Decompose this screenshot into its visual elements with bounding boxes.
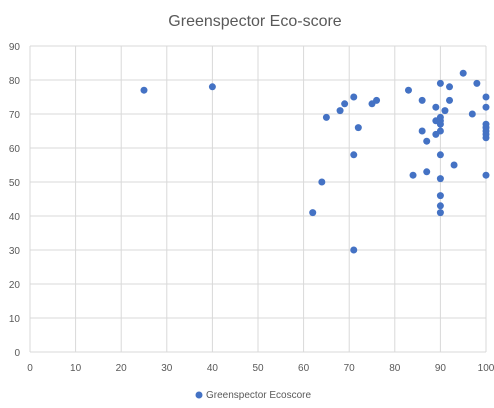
data-point <box>473 79 481 87</box>
data-point <box>418 127 426 135</box>
data-point <box>436 151 444 159</box>
data-point <box>140 86 148 94</box>
y-tick-label: 70 <box>9 110 21 121</box>
data-point <box>341 100 349 108</box>
legend: Greenspector Ecoscore <box>195 390 311 401</box>
y-tick-label: 30 <box>9 246 21 257</box>
data-point <box>450 161 458 169</box>
data-point <box>436 209 444 217</box>
legend-marker <box>195 391 203 399</box>
y-tick-label: 50 <box>9 178 21 189</box>
data-point <box>350 93 358 101</box>
y-tick-label: 40 <box>9 212 21 223</box>
x-tick-label: 60 <box>298 363 310 374</box>
data-point <box>436 79 444 87</box>
x-tick-label: 40 <box>207 363 219 374</box>
data-point <box>350 246 358 254</box>
data-point <box>418 96 426 104</box>
data-point <box>322 113 330 121</box>
data-point <box>208 83 216 91</box>
x-tick-label: 90 <box>435 363 447 374</box>
y-tick-label: 10 <box>9 314 21 325</box>
x-tick-label: 20 <box>116 363 128 374</box>
data-point <box>468 110 476 118</box>
data-point <box>404 86 412 94</box>
data-point <box>436 175 444 183</box>
y-tick-label: 80 <box>9 76 21 87</box>
gridlines <box>29 45 487 353</box>
x-axis: 0 10 20 30 40 50 60 70 80 90 100 <box>27 363 494 374</box>
x-tick-label: 30 <box>161 363 173 374</box>
data-point <box>446 96 454 104</box>
data-point <box>436 202 444 210</box>
x-tick-label: 100 <box>478 363 494 374</box>
x-tick-label: 10 <box>70 363 82 374</box>
x-tick-label: 70 <box>344 363 356 374</box>
y-tick-label: 60 <box>9 144 21 155</box>
y-tick-label: 90 <box>9 42 21 53</box>
data-point <box>350 151 358 159</box>
x-tick-label: 80 <box>389 363 401 374</box>
data-point <box>459 69 467 77</box>
y-tick-label: 0 <box>14 348 20 359</box>
y-tick-label: 20 <box>9 280 21 291</box>
data-point <box>482 134 490 142</box>
x-tick-label: 0 <box>27 363 33 374</box>
data-point <box>482 103 490 111</box>
data-point <box>409 171 417 179</box>
data-point <box>482 171 490 179</box>
data-point <box>436 120 444 128</box>
data-point <box>318 178 326 186</box>
y-axis: 0 10 20 30 40 50 60 70 80 90 <box>9 42 21 359</box>
data-point <box>423 137 431 145</box>
data-points <box>140 69 490 254</box>
data-point <box>441 107 449 115</box>
data-point <box>309 209 317 217</box>
data-point <box>436 192 444 200</box>
legend-label: Greenspector Ecoscore <box>206 390 311 401</box>
x-tick-label: 50 <box>252 363 264 374</box>
data-point <box>482 93 490 101</box>
data-point <box>354 124 362 132</box>
data-point <box>336 107 344 115</box>
data-point <box>373 96 381 104</box>
data-point <box>423 168 431 176</box>
chart-title: Greenspector Eco-score <box>168 13 342 30</box>
data-point <box>446 83 454 91</box>
data-point <box>432 103 440 111</box>
data-point <box>436 127 444 135</box>
